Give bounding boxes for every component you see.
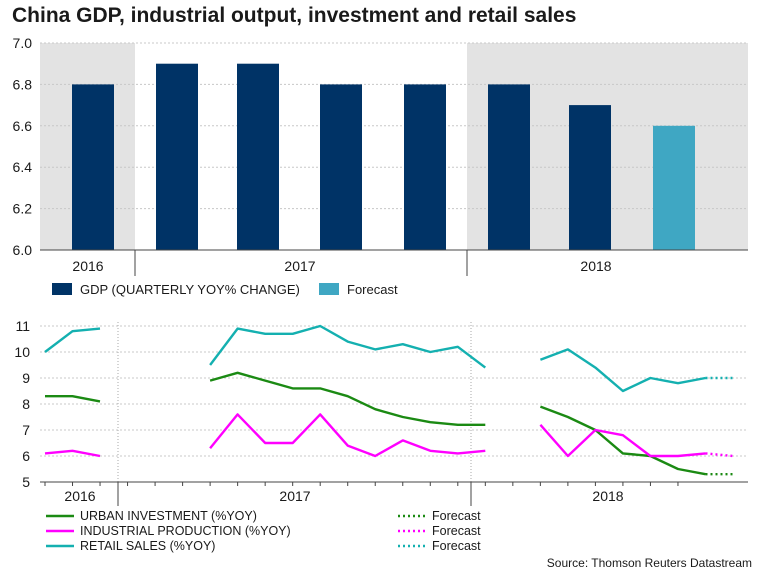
y-tick-label: 6.6 bbox=[13, 118, 33, 134]
x-year-label: 2018 bbox=[580, 258, 611, 274]
legend-label-gdp: GDP (QUARTERLY YOY% CHANGE) bbox=[80, 282, 300, 297]
y-tick-label: 5 bbox=[22, 474, 30, 490]
industrial-legend-forecast-label: Forecast bbox=[432, 524, 481, 538]
y-tick-label: 6.8 bbox=[13, 76, 33, 92]
urban-series-line bbox=[539, 405, 706, 476]
gdp-forecast-bar bbox=[653, 125, 695, 250]
y-tick-label: 10 bbox=[14, 344, 30, 360]
urban-legend-forecast-label: Forecast bbox=[432, 509, 481, 523]
gdp-bar bbox=[237, 63, 279, 251]
urban-legend-label: URBAN INVESTMENT (%YOY) bbox=[80, 509, 257, 523]
legend-label-forecast: Forecast bbox=[347, 282, 398, 297]
y-tick-label: 7 bbox=[22, 422, 30, 438]
retail-series-line bbox=[44, 327, 101, 353]
x-year-label: 2016 bbox=[64, 488, 95, 504]
retail-series-line bbox=[209, 324, 487, 369]
x-year-label: 2017 bbox=[279, 488, 310, 504]
industrial-series-line bbox=[209, 413, 486, 458]
industrial-legend-label: INDUSTRIAL PRODUCTION (%YOY) bbox=[80, 524, 291, 538]
y-tick-label: 11 bbox=[15, 318, 30, 334]
x-year-label: 2016 bbox=[72, 258, 103, 274]
y-tick-label: 9 bbox=[22, 370, 30, 386]
legend-swatch-gdp bbox=[52, 283, 72, 295]
y-tick-label: 6.4 bbox=[13, 159, 33, 175]
gdp-bar bbox=[320, 84, 362, 251]
industrial-series-line bbox=[44, 449, 101, 458]
y-tick-label: 6.2 bbox=[13, 201, 33, 217]
gdp-bar bbox=[404, 84, 446, 251]
industrial-series-line bbox=[539, 424, 706, 458]
source-note: Source: Thomson Reuters Datastream bbox=[546, 556, 752, 570]
x-year-label: 2018 bbox=[592, 488, 623, 504]
chart-title: China GDP, industrial output, investment… bbox=[12, 4, 577, 27]
legend-swatch-forecast bbox=[319, 283, 339, 295]
retail-series-line bbox=[539, 348, 706, 393]
x-year-label: 2017 bbox=[284, 258, 315, 274]
urban-series-line bbox=[45, 395, 101, 403]
y-tick-label: 6 bbox=[22, 448, 30, 464]
urban-series-line bbox=[209, 371, 486, 426]
y-tick-label: 7.0 bbox=[13, 35, 33, 51]
retail-legend-label: RETAIL SALES (%YOY) bbox=[80, 539, 215, 553]
gdp-bar bbox=[72, 84, 114, 251]
gdp-bar bbox=[156, 63, 198, 251]
retail-legend-forecast-label: Forecast bbox=[432, 539, 481, 553]
y-tick-label: 8 bbox=[22, 396, 30, 412]
gdp-bar bbox=[569, 105, 611, 250]
gdp-bar bbox=[488, 84, 530, 251]
gdp-bar-chart: 6.0 6.2 6.4 6.6 6.8 7.0 2016 2017 2018 GDP (QUART… bbox=[13, 35, 748, 297]
y-tick-label: 6.0 bbox=[13, 242, 33, 258]
